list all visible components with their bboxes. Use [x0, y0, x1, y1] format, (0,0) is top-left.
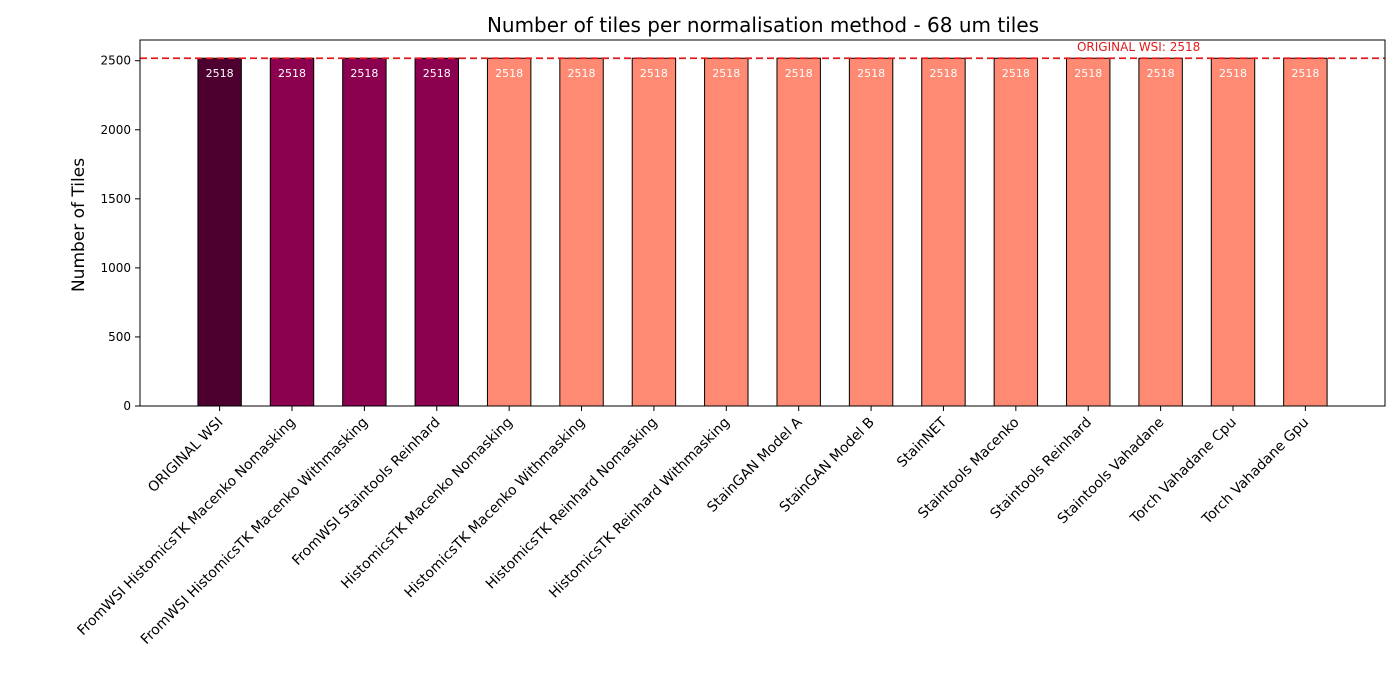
bar-7 — [704, 57, 749, 407]
bar-0 — [197, 57, 242, 407]
bar-value-label-3: 2518 — [423, 67, 451, 80]
bar-10 — [921, 57, 966, 407]
bar-value-label-15: 2518 — [1291, 67, 1319, 80]
bar-value-label-4: 2518 — [495, 67, 523, 80]
bar-9 — [848, 57, 894, 407]
bar-value-label-8: 2518 — [785, 67, 813, 80]
bar-value-label-7: 2518 — [712, 67, 740, 80]
y-tick-label-5: 2500 — [100, 54, 131, 68]
bar-4 — [486, 57, 532, 407]
bar-value-label-6: 2518 — [640, 67, 668, 80]
bar-value-label-11: 2518 — [1002, 67, 1030, 80]
y-axis-label: Number of Tiles — [69, 158, 89, 292]
plot-frame — [139, 39, 1386, 407]
bar-1 — [269, 57, 315, 407]
bar-14 — [1210, 57, 1256, 407]
y-tick-label-4: 2000 — [100, 123, 131, 137]
bar-15 — [1283, 57, 1328, 407]
chart-title: Number of tiles per normalisation method… — [487, 13, 1039, 37]
bar-5 — [559, 57, 604, 407]
bar-13 — [1138, 57, 1183, 407]
bar-value-label-12: 2518 — [1074, 67, 1102, 80]
y-tick-label-1: 500 — [108, 330, 131, 344]
bar-value-label-1: 2518 — [278, 67, 306, 80]
bar-value-label-2: 2518 — [350, 67, 378, 80]
bar-value-label-9: 2518 — [857, 67, 885, 80]
bar-value-label-5: 2518 — [568, 67, 596, 80]
bar-value-label-0: 2518 — [206, 67, 234, 80]
bar-2 — [342, 57, 387, 407]
bar-3 — [414, 57, 459, 407]
bar-12 — [1066, 57, 1111, 407]
bars-layer: 2518 2518 2518 2518 2518 2518 2518 2518 2518 2518… — [140, 40, 1385, 407]
bar-11 — [993, 57, 1039, 407]
y-tick-label-0: 0 — [123, 399, 131, 413]
y-tick-label-3: 1500 — [100, 192, 131, 206]
bar-value-label-14: 2518 — [1219, 67, 1247, 80]
y-tick-label-2: 1000 — [100, 261, 131, 275]
x-tick-label-10: StainNET — [894, 414, 951, 471]
bar-value-label-13: 2518 — [1147, 67, 1175, 80]
bar-6 — [631, 57, 677, 407]
bar-value-label-10: 2518 — [929, 67, 957, 80]
x-tick-label-0: ORIGINAL WSI — [145, 415, 226, 496]
bar-8 — [776, 57, 821, 407]
reference-line-label: ORIGINAL WSI: 2518 — [1077, 40, 1200, 54]
x-tick-label-3: FromWSI Staintools Reinhard — [289, 415, 443, 569]
